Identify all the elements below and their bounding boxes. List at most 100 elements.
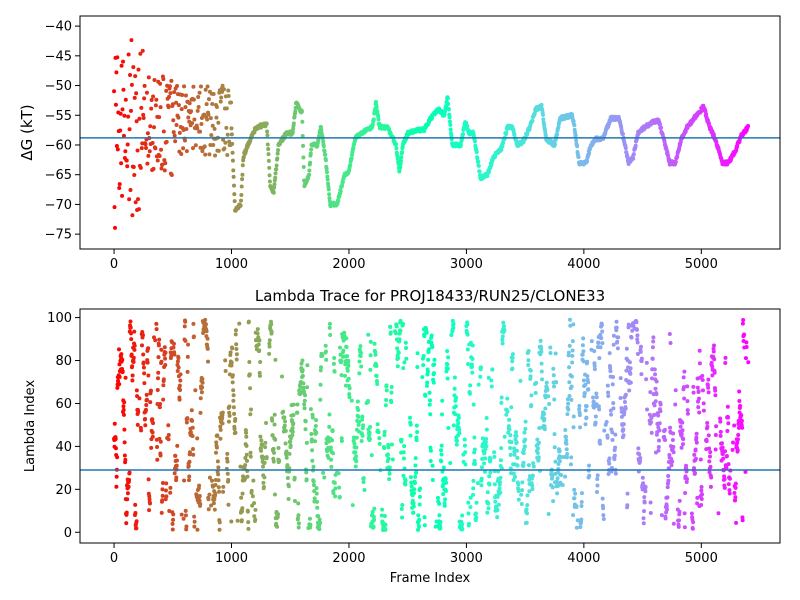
delta-g-y-tick-label: −40	[45, 20, 72, 35]
lambda-point	[371, 514, 376, 519]
lambda-point	[657, 438, 662, 443]
lambda-point	[681, 385, 686, 390]
lambda-point	[429, 333, 434, 338]
lambda-point	[569, 455, 574, 460]
lambda-point	[204, 329, 209, 334]
delta-g-point	[182, 84, 187, 89]
lambda-point	[658, 409, 663, 414]
lambda-point	[162, 345, 167, 350]
lambda-point	[330, 428, 335, 433]
lambda-point	[665, 507, 670, 512]
lambda-point	[653, 372, 658, 377]
lambda-point	[216, 478, 221, 483]
lambda-point	[615, 339, 620, 344]
lambda-point	[731, 440, 736, 445]
lambda-point	[403, 478, 408, 483]
lambda-point	[151, 421, 156, 426]
lambda-point	[456, 421, 461, 426]
lambda-point	[176, 356, 181, 361]
lambda-point	[332, 369, 337, 374]
lambda-point	[130, 378, 135, 383]
lambda-point	[608, 366, 613, 371]
delta-g-point	[308, 151, 313, 156]
lambda-point	[654, 379, 659, 384]
lambda-point	[217, 527, 222, 532]
delta-g-point	[134, 91, 139, 96]
lambda-point	[176, 365, 181, 370]
lambda-point	[122, 400, 127, 405]
lambda-x-axis: 0 1000 2000 3000 4000 5000	[110, 543, 718, 566]
lambda-point	[685, 384, 690, 389]
lambda-point	[345, 368, 350, 373]
delta-g-point	[166, 105, 171, 110]
lambda-point	[480, 436, 485, 441]
lambda-point	[725, 428, 730, 433]
lambda-point	[316, 514, 321, 519]
lambda-point	[309, 432, 314, 437]
delta-g-point	[174, 123, 179, 128]
lambda-point	[249, 407, 254, 412]
lambda-point	[584, 404, 589, 409]
delta-g-point	[232, 192, 237, 197]
lambda-point	[183, 508, 188, 513]
lambda-point	[272, 422, 277, 427]
lambda-point	[692, 466, 697, 471]
lambda-point	[425, 380, 430, 385]
lambda-point	[397, 337, 402, 342]
delta-g-point	[327, 196, 332, 201]
lambda-point	[186, 478, 191, 483]
lambda-point	[141, 352, 146, 357]
lambda-point	[476, 382, 481, 387]
lambda-point	[539, 349, 544, 354]
lambda-point	[116, 378, 121, 383]
lambda-point	[160, 481, 165, 486]
delta-g-y-tick-label: −60	[45, 138, 72, 153]
lambda-point	[733, 495, 738, 500]
lambda-point	[613, 445, 618, 450]
delta-g-point	[198, 84, 203, 89]
lambda-point	[163, 356, 168, 361]
lambda-point	[587, 463, 592, 468]
lambda-point	[525, 503, 530, 508]
delta-g-point	[159, 147, 164, 152]
lambda-point	[613, 432, 618, 437]
lambda-point	[284, 452, 289, 457]
lambda-point	[116, 347, 121, 352]
lambda-point	[209, 503, 214, 508]
lambda-point	[361, 479, 366, 484]
lambda-point	[482, 461, 487, 466]
delta-g-point	[220, 83, 225, 88]
lambda-point	[185, 369, 190, 374]
delta-g-point	[153, 146, 158, 151]
delta-g-point	[231, 168, 236, 173]
lambda-point	[636, 446, 641, 451]
lambda-point	[115, 455, 120, 460]
lambda-point	[269, 329, 274, 334]
lambda-point	[656, 444, 661, 449]
lambda-point	[327, 424, 332, 429]
delta-g-point	[142, 96, 147, 101]
lambda-point	[612, 457, 617, 462]
lambda-point	[635, 340, 640, 345]
lambda-point	[398, 328, 403, 333]
lambda-point	[125, 491, 130, 496]
lambda-point	[483, 440, 488, 445]
lambda-point	[718, 429, 723, 434]
lambda-point	[148, 400, 153, 405]
lambda-point	[567, 365, 572, 370]
lambda-point	[530, 473, 535, 478]
delta-g-point	[141, 112, 146, 117]
lambda-point	[190, 418, 195, 423]
lambda-point	[510, 352, 515, 357]
lambda-point	[226, 477, 231, 482]
lambda-point	[466, 500, 471, 505]
lambda-point	[696, 396, 701, 401]
lambda-point	[430, 478, 435, 483]
lambda-point	[195, 436, 200, 441]
lambda-point	[639, 356, 644, 361]
lambda-point	[312, 496, 317, 501]
lambda-point	[699, 496, 704, 501]
lambda-point	[400, 321, 405, 326]
lambda-point	[226, 502, 231, 507]
delta-g-point	[321, 144, 326, 149]
